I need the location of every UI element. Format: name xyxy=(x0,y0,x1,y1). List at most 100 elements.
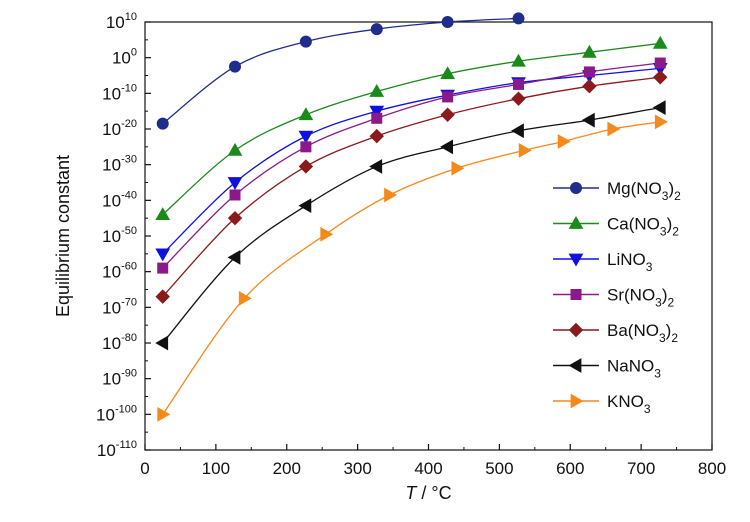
data-point-ca-no3-2 xyxy=(511,53,526,67)
data-point-nano3 xyxy=(227,250,241,265)
legend-label: LiNO3 xyxy=(607,250,653,274)
data-point-kno3 xyxy=(654,114,668,130)
series-line-nano3 xyxy=(162,106,661,344)
y-tick-label: 10-30 xyxy=(102,154,137,175)
x-tick-label: 400 xyxy=(414,459,442,478)
y-tick-label: 10-50 xyxy=(102,225,137,246)
x-axis-unit: °C xyxy=(431,483,451,503)
data-point-kno3 xyxy=(384,187,398,203)
data-point-nano3 xyxy=(511,123,524,139)
data-point-sr-no3-2 xyxy=(300,141,312,153)
series-line-kno3 xyxy=(162,121,661,415)
series-line-mg-no3-2 xyxy=(162,17,519,125)
legend-label: Sr(NO3)2 xyxy=(607,286,675,310)
data-point-nano3 xyxy=(369,159,383,174)
data-point-nano3 xyxy=(155,335,169,351)
legend-marker-lino3 xyxy=(568,253,584,267)
data-point-lino3 xyxy=(369,105,385,119)
legend-label: Ca(NO3)2 xyxy=(607,215,679,239)
legend-label: Ba(NO3)2 xyxy=(607,321,678,345)
x-tick-label: 800 xyxy=(698,459,726,478)
data-point-kno3 xyxy=(607,121,621,137)
data-point-sr-no3-2 xyxy=(229,189,241,201)
data-point-kno3 xyxy=(157,406,171,422)
y-axis-tick-labels: 1010 100 10-10 10-20 10-30 10-40 10-50 10-60 10-… xyxy=(96,11,137,460)
data-point-ba-no3-2 xyxy=(511,91,526,106)
data-point-mg-no3-2 xyxy=(512,12,525,25)
y-tick-label: 10-70 xyxy=(102,296,137,317)
plot-area-border xyxy=(144,21,713,451)
legend: Mg(NO3)2 Ca(NO3)2 LiNO3 Sr(NO3)2 Ba(NO3)2 NaN… xyxy=(553,179,681,416)
data-point-sr-no3-2 xyxy=(583,66,595,78)
y-tick-label: 10-60 xyxy=(102,261,137,282)
data-point-kno3 xyxy=(557,134,571,149)
data-point-sr-no3-2 xyxy=(371,112,383,124)
data-point-sr-no3-2 xyxy=(654,57,666,69)
legend-marker-nano3 xyxy=(568,358,582,373)
data-point-mg-no3-2 xyxy=(441,16,454,28)
data-point-ca-no3-2 xyxy=(440,66,455,80)
y-tick-label: 10-10 xyxy=(102,82,137,103)
y-tick-label: 10-20 xyxy=(102,118,137,139)
data-point-sr-no3-2 xyxy=(513,78,525,90)
x-tick-label: 300 xyxy=(343,459,371,478)
x-axis-title: T / °C xyxy=(405,483,451,503)
data-point-kno3 xyxy=(320,226,334,242)
legend-marker-sr-no3-2 xyxy=(570,289,582,300)
series-line-ba-no3-2 xyxy=(162,76,661,298)
series-line-lino3 xyxy=(162,67,661,255)
legend-item-ca-no3-2: Ca(NO3)2 xyxy=(553,215,679,239)
data-point-mg-no3-2 xyxy=(299,35,312,48)
legend-item-kno3: KNO3 xyxy=(553,392,651,416)
data-point-ba-no3-2 xyxy=(369,128,384,144)
data-point-kno3 xyxy=(518,143,532,158)
legend-label: Mg(NO3)2 xyxy=(607,179,681,203)
data-point-ca-no3-2 xyxy=(582,44,597,58)
series-markers xyxy=(155,12,668,422)
x-axis-tick-labels: 0 100 200 300 400 500 600 700 800 xyxy=(140,459,726,478)
data-point-ba-no3-2 xyxy=(582,78,597,94)
data-point-ca-no3-2 xyxy=(155,207,171,220)
x-tick-label: 500 xyxy=(485,459,513,478)
legend-marker-ba-no3-2 xyxy=(568,322,584,338)
data-point-lino3 xyxy=(155,248,171,262)
data-point-ca-no3-2 xyxy=(652,35,668,49)
data-point-kno3 xyxy=(238,291,252,306)
legend-label: NaNO3 xyxy=(607,357,661,381)
legend-marker-mg-no3-2 xyxy=(570,182,582,194)
data-point-nano3 xyxy=(440,139,454,155)
y-tick-label: 10-100 xyxy=(96,403,137,424)
data-point-sr-no3-2 xyxy=(442,91,454,103)
data-point-ba-no3-2 xyxy=(440,107,455,122)
data-point-ba-no3-2 xyxy=(227,210,243,226)
x-tick-label: 700 xyxy=(627,459,655,478)
x-tick-label: 200 xyxy=(273,459,301,478)
x-tick-label: 600 xyxy=(556,459,584,478)
plot-frame xyxy=(144,21,713,451)
series-line-sr-no3-2 xyxy=(162,62,661,269)
legend-item-nano3: NaNO3 xyxy=(553,357,661,381)
y-tick-label: 10-80 xyxy=(102,332,137,353)
y-tick-label: 10-110 xyxy=(97,439,137,460)
legend-item-ba-no3-2: Ba(NO3)2 xyxy=(553,321,678,345)
data-point-mg-no3-2 xyxy=(156,117,169,130)
y-axis-title: Equilibrium constant xyxy=(53,155,73,317)
data-point-sr-no3-2 xyxy=(157,262,169,274)
x-tick-label: 100 xyxy=(202,459,230,478)
data-point-lino3 xyxy=(227,177,243,191)
legend-item-lino3: LiNO3 xyxy=(553,250,653,274)
legend-label: KNO3 xyxy=(607,392,651,416)
data-point-ca-no3-2 xyxy=(227,142,243,156)
data-point-ca-no3-2 xyxy=(369,84,385,97)
x-axis-separator: / xyxy=(416,483,431,503)
y-tick-label: 100 xyxy=(112,47,137,68)
y-tick-label: 1010 xyxy=(106,11,137,32)
data-point-kno3 xyxy=(451,160,465,176)
legend-marker-kno3 xyxy=(570,393,584,409)
x-tick-label: 0 xyxy=(140,459,149,478)
data-point-nano3 xyxy=(298,198,312,214)
legend-item-sr-no3-2: Sr(NO3)2 xyxy=(553,286,675,310)
data-point-ca-no3-2 xyxy=(298,107,314,121)
x-axis-variable: T xyxy=(405,483,418,503)
